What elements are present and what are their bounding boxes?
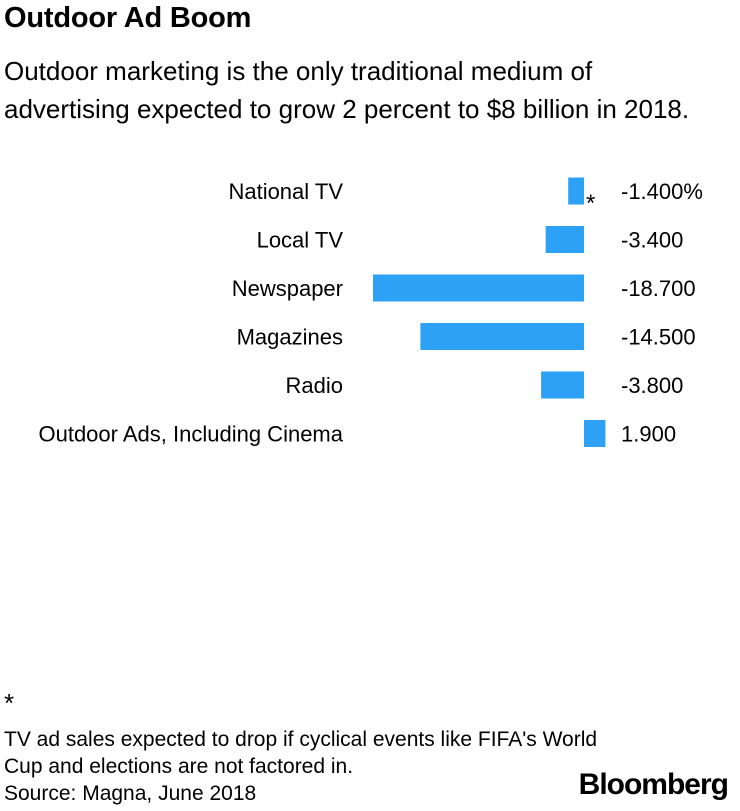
bar [584, 420, 606, 447]
bloomberg-logo: Bloomberg [578, 768, 729, 801]
bar-annotation: * [586, 190, 595, 217]
category-label: Radio [286, 373, 343, 398]
category-label: Newspaper [232, 276, 343, 301]
value-label: -14.500 [621, 325, 696, 350]
category-label: Outdoor Ads, Including Cinema [38, 422, 343, 447]
category-label: National TV [228, 179, 343, 204]
footnote-text: TV ad sales expected to drop if cyclical… [4, 728, 598, 778]
value-label: 1.900 [621, 422, 676, 447]
value-label: -3.800 [621, 373, 683, 398]
bar [545, 226, 584, 253]
bar [420, 323, 584, 350]
bar [541, 371, 584, 399]
bar-chart: National TV * -1.400% Local TV -3.400 Newspap… [38, 177, 703, 447]
category-label: Magazines [237, 325, 343, 350]
value-label: -1.400% [621, 179, 703, 204]
bar [373, 274, 584, 302]
value-label: -18.700 [621, 276, 696, 301]
category-label: Local TV [257, 228, 344, 253]
value-label: -3.400 [621, 228, 683, 253]
source-text: Source: Magna, June 2018 [4, 782, 257, 805]
chart-subtitle: Outdoor marketing is the only traditiona… [4, 56, 690, 124]
bar [568, 177, 584, 205]
chart-title: Outdoor Ad Boom [4, 2, 252, 34]
footnote-mark: * [4, 688, 15, 718]
